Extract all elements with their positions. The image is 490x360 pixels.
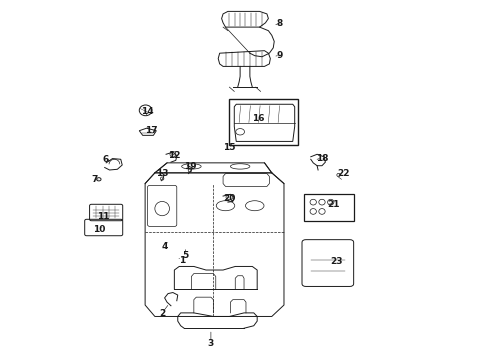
Text: 2: 2 xyxy=(159,310,165,319)
Text: 20: 20 xyxy=(223,194,236,203)
Text: 17: 17 xyxy=(145,126,158,135)
Text: 13: 13 xyxy=(156,169,169,178)
Text: 10: 10 xyxy=(93,225,105,234)
Text: 15: 15 xyxy=(223,143,236,152)
Text: 14: 14 xyxy=(141,107,154,116)
Text: 1: 1 xyxy=(178,256,185,265)
Text: 8: 8 xyxy=(277,19,283,28)
Text: 11: 11 xyxy=(98,212,110,221)
Text: 23: 23 xyxy=(330,257,343,266)
Bar xyxy=(304,194,354,221)
Bar xyxy=(229,99,297,145)
Text: 5: 5 xyxy=(182,251,189,260)
Text: 9: 9 xyxy=(277,51,283,60)
Text: 6: 6 xyxy=(102,155,108,164)
Text: 19: 19 xyxy=(184,162,197,171)
Text: 16: 16 xyxy=(252,114,265,123)
Text: 12: 12 xyxy=(168,151,181,160)
Text: 4: 4 xyxy=(161,242,168,251)
Text: 18: 18 xyxy=(316,154,328,163)
Text: 3: 3 xyxy=(208,339,214,348)
Text: 21: 21 xyxy=(327,200,340,209)
Text: 22: 22 xyxy=(337,169,350,178)
Text: 7: 7 xyxy=(92,175,98,184)
